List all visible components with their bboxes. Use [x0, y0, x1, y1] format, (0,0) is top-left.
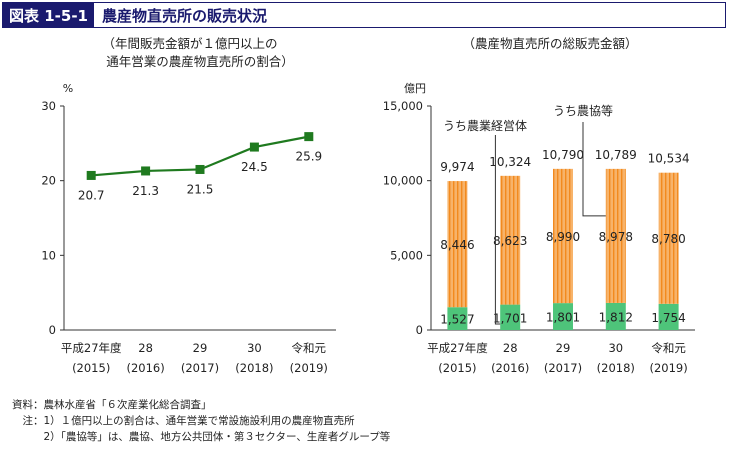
line-chart: （年間販売金額が１億円以上の 通年営業の農産物直売所の割合） % 0 10 20 30… — [41, 36, 336, 375]
bar-segment-farm-management — [447, 307, 468, 330]
line-x-tick-label-year: (2017) — [181, 361, 219, 375]
bar-label-farm-management: 1,754 — [651, 311, 685, 325]
bar-marks: 1,527 8,446 9,974 1,701 8,623 10,324 1,801 8,99… — [440, 148, 690, 330]
line-chart-title-2: 通年営業の農産物直売所の割合） — [106, 54, 294, 69]
bar-segment-ja-etc — [658, 172, 679, 304]
bar-segment-ja-etc — [553, 168, 573, 304]
note-2: 2）「農協等」は、農協、地方公共団体・第３セクター、生産者グループ等 — [12, 431, 391, 443]
figure-header: 図表 1-5-1 農産物直売所の販売状況 — [2, 2, 726, 28]
line-chart-title-1: （年間販売金額が１億円以上の — [102, 36, 277, 51]
bar-x-tick-label-year: (2016) — [491, 361, 529, 375]
bar-x-tick-label-year: (2017) — [544, 361, 582, 375]
bar-x-tick-label-year: (2018) — [597, 361, 635, 375]
line-x-tick-label-year: (2018) — [235, 361, 273, 375]
leader-farm-management — [494, 135, 501, 325]
bar-chart: （農産物直売所の総販売金額） 億円 0 5,000 10,000 15,000 平成27… — [383, 36, 695, 375]
bar-x-tick-label-year: (2019) — [649, 361, 687, 375]
line-x-tick-label-year: (2019) — [290, 361, 328, 375]
note-source: 資料：農林水産省「６次産業化総合調査」 — [12, 399, 212, 411]
bar-x-tick-label: 29 — [556, 341, 571, 355]
bar-total-label: 10,324 — [489, 155, 531, 169]
bar-x-tick-label: 30 — [608, 341, 623, 355]
bar-y-tick-label: 15,000 — [383, 99, 423, 113]
bar-y-tick-label: 5,000 — [390, 248, 423, 262]
line-data-label: 21.3 — [132, 184, 159, 198]
line-x-tick-label-year: (2016) — [126, 361, 164, 375]
line-axes: 0 10 20 30 平成27年度 (2015) 28 (2016) 29 (2017) 30 (20… — [41, 99, 336, 375]
line-x-tick-label: 令和元 — [292, 341, 327, 355]
line-x-tick-label: 平成27年度 — [61, 341, 122, 355]
line-x-tick-label: 28 — [138, 341, 153, 355]
bar-x-tick-label-year: (2015) — [438, 361, 476, 375]
line-data-label: 25.9 — [295, 150, 322, 164]
bar-total-label: 9,974 — [440, 160, 474, 174]
bar-label-ja-etc: 8,446 — [440, 238, 474, 252]
bar-annotations: うち農業経営体 うち農協等 — [443, 103, 613, 325]
bar-label-farm-management: 1,701 — [493, 311, 527, 325]
bar-x-tick-label: 令和元 — [651, 341, 686, 355]
bar-segment-ja-etc — [500, 175, 521, 305]
bar-segment-ja-etc — [447, 181, 468, 308]
bar-label-farm-management: 1,527 — [440, 313, 474, 327]
line-y-tick-label: 30 — [41, 99, 56, 113]
line-x-tick-label: 30 — [247, 341, 262, 355]
bar-label-ja-etc: 8,780 — [651, 232, 685, 246]
bar-chart-title: （農産物直売所の総販売金額） — [462, 36, 637, 51]
bar-segment-farm-management — [605, 302, 626, 330]
line-point — [86, 170, 96, 180]
line-data-label: 20.7 — [78, 188, 105, 202]
bar-label-ja-etc: 8,623 — [493, 234, 527, 248]
bar-total-label: 10,790 — [542, 148, 584, 162]
line-data-label: 21.5 — [187, 182, 214, 196]
legend-ja-etc: うち農協等 — [553, 103, 613, 118]
line-y-tick-label: 0 — [49, 323, 56, 337]
bar-label-farm-management: 1,812 — [599, 310, 633, 324]
legend-farm-management: うち農業経営体 — [443, 119, 527, 133]
line-data-label: 24.5 — [241, 160, 268, 174]
bar-label-ja-etc: 8,978 — [599, 230, 633, 244]
line-point — [249, 142, 259, 152]
bar-segment-farm-management — [500, 304, 521, 330]
figure-title: 農産物直売所の販売状況 — [102, 6, 268, 25]
bar-segment-farm-management — [553, 303, 573, 330]
line-x-tick-label-year: (2015) — [72, 361, 110, 375]
line-y-tick-label: 10 — [41, 248, 56, 262]
bar-total-label: 10,789 — [595, 148, 637, 162]
bar-y-tick-label: 10,000 — [383, 174, 423, 188]
notes: 資料：農林水産省「６次産業化総合調査」 注：1）１億円以上の割合は、通年営業で常… — [12, 397, 390, 445]
bar-x-tick-label: 28 — [503, 341, 518, 355]
bar-y-tick-label: 0 — [416, 323, 423, 337]
line-x-tick-label: 29 — [193, 341, 208, 355]
line-point — [141, 166, 151, 176]
bar-segment-ja-etc — [605, 168, 626, 303]
line-point — [195, 164, 205, 174]
bar-label-ja-etc: 8,990 — [546, 230, 580, 244]
bar-chart-ylabel: 億円 — [404, 82, 426, 95]
bar-segment-farm-management — [658, 303, 679, 330]
figure-label: 図表 1-5-1 — [3, 3, 94, 27]
line-y-tick-label: 20 — [41, 174, 56, 188]
bar-x-tick-label: 平成27年度 — [427, 341, 488, 355]
note-1: 注：1）１億円以上の割合は、通年営業で常設施設利用の農産物直売所 — [12, 415, 355, 427]
bar-axes: 0 5,000 10,000 15,000 平成27年度 (2015) 28 (2016) 29… — [383, 99, 695, 375]
line-marks: 20.7 21.3 21.5 24.5 25.9 — [78, 132, 322, 202]
bar-label-farm-management: 1,801 — [546, 311, 580, 325]
bar-total-label: 10,534 — [648, 152, 690, 166]
line-point — [304, 132, 314, 142]
leader-ja-etc — [582, 122, 606, 217]
line-chart-ylabel: % — [63, 82, 73, 95]
